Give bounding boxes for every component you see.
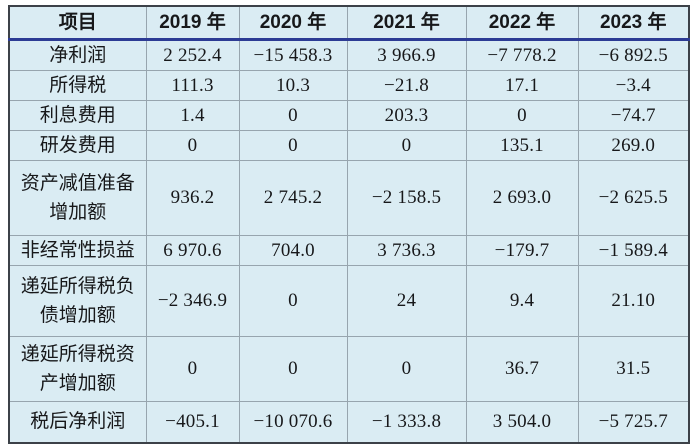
financial-adjustments-table: 项目 2019 年 2020 年 2021 年 2022 年 2023 年 净利… [8, 5, 690, 444]
cell-value: 3 736.3 [346, 234, 467, 266]
column-header-year-2022: 2022 年 [465, 5, 579, 41]
cell-value: 21.10 [577, 264, 690, 337]
table-row-after-tax-net-profit: 税后净利润 −405.1 −10 070.6 −1 333.8 3 504.0 … [8, 400, 690, 444]
cell-value: 3 504.0 [465, 400, 579, 444]
column-header-year-2021: 2021 年 [346, 5, 467, 41]
cell-value: 3 966.9 [346, 38, 467, 71]
cell-value: 17.1 [465, 69, 579, 101]
cell-value: −5 725.7 [577, 400, 690, 444]
cell-value: 10.3 [238, 69, 348, 101]
cell-value: 0 [465, 99, 579, 131]
cell-value: 24 [346, 264, 467, 337]
cell-value: −2 625.5 [577, 159, 690, 236]
row-label: 净利润 [8, 38, 147, 71]
row-label: 非经常性损益 [8, 234, 147, 266]
cell-value: 2 745.2 [238, 159, 348, 236]
cell-value: 269.0 [577, 129, 690, 161]
cell-value: 0 [238, 99, 348, 131]
cell-value: −1 589.4 [577, 234, 690, 266]
column-header-item: 项目 [8, 5, 147, 41]
cell-value: 0 [346, 129, 467, 161]
cell-value: −405.1 [145, 400, 240, 444]
cell-value: 2 693.0 [465, 159, 579, 236]
table-row-rd-expense: 研发费用 0 0 0 135.1 269.0 [8, 129, 690, 161]
row-label: 税后净利润 [8, 400, 147, 444]
row-label: 递延所得税资产增加额 [8, 335, 147, 402]
cell-value: −3.4 [577, 69, 690, 101]
financial-table-container: 项目 2019 年 2020 年 2021 年 2022 年 2023 年 净利… [8, 5, 690, 444]
table-row-deferred-tax-liability-increase: 递延所得税负债增加额 −2 346.9 0 24 9.4 21.10 [8, 264, 690, 337]
column-header-year-2019: 2019 年 [145, 5, 240, 41]
row-label: 研发费用 [8, 129, 147, 161]
cell-value: 0 [145, 129, 240, 161]
cell-value: 704.0 [238, 234, 348, 266]
cell-value: −21.8 [346, 69, 467, 101]
cell-value: 111.3 [145, 69, 240, 101]
cell-value: 2 252.4 [145, 38, 240, 71]
cell-value: −2 158.5 [346, 159, 467, 236]
cell-value: 9.4 [465, 264, 579, 337]
cell-value: −15 458.3 [238, 38, 348, 71]
row-label: 递延所得税负债增加额 [8, 264, 147, 337]
cell-value: 6 970.6 [145, 234, 240, 266]
column-header-year-2020: 2020 年 [238, 5, 348, 41]
table-row-asset-impairment-provision: 资产减值准备增加额 936.2 2 745.2 −2 158.5 2 693.0… [8, 159, 690, 236]
cell-value: 936.2 [145, 159, 240, 236]
cell-value: −2 346.9 [145, 264, 240, 337]
row-label: 所得税 [8, 69, 147, 101]
table-row-non-recurring-items: 非经常性损益 6 970.6 704.0 3 736.3 −179.7 −1 5… [8, 234, 690, 266]
table-row-deferred-tax-asset-increase: 递延所得税资产增加额 0 0 0 36.7 31.5 [8, 335, 690, 402]
cell-value: −10 070.6 [238, 400, 348, 444]
cell-value: −6 892.5 [577, 38, 690, 71]
cell-value: 0 [238, 335, 348, 402]
cell-value: 0 [238, 129, 348, 161]
cell-value: 0 [238, 264, 348, 337]
table-header-row: 项目 2019 年 2020 年 2021 年 2022 年 2023 年 [8, 5, 690, 41]
cell-value: −7 778.2 [465, 38, 579, 71]
cell-value: 135.1 [465, 129, 579, 161]
table-row-net-profit: 净利润 2 252.4 −15 458.3 3 966.9 −7 778.2 −… [8, 38, 690, 71]
table-row-income-tax: 所得税 111.3 10.3 −21.8 17.1 −3.4 [8, 69, 690, 101]
cell-value: −74.7 [577, 99, 690, 131]
cell-value: 31.5 [577, 335, 690, 402]
column-header-year-2023: 2023 年 [577, 5, 690, 41]
cell-value: −179.7 [465, 234, 579, 266]
cell-value: 0 [145, 335, 240, 402]
table-row-interest-expense: 利息费用 1.4 0 203.3 0 −74.7 [8, 99, 690, 131]
cell-value: 0 [346, 335, 467, 402]
row-label: 资产减值准备增加额 [8, 159, 147, 236]
cell-value: 203.3 [346, 99, 467, 131]
cell-value: 1.4 [145, 99, 240, 131]
cell-value: −1 333.8 [346, 400, 467, 444]
row-label: 利息费用 [8, 99, 147, 131]
cell-value: 36.7 [465, 335, 579, 402]
